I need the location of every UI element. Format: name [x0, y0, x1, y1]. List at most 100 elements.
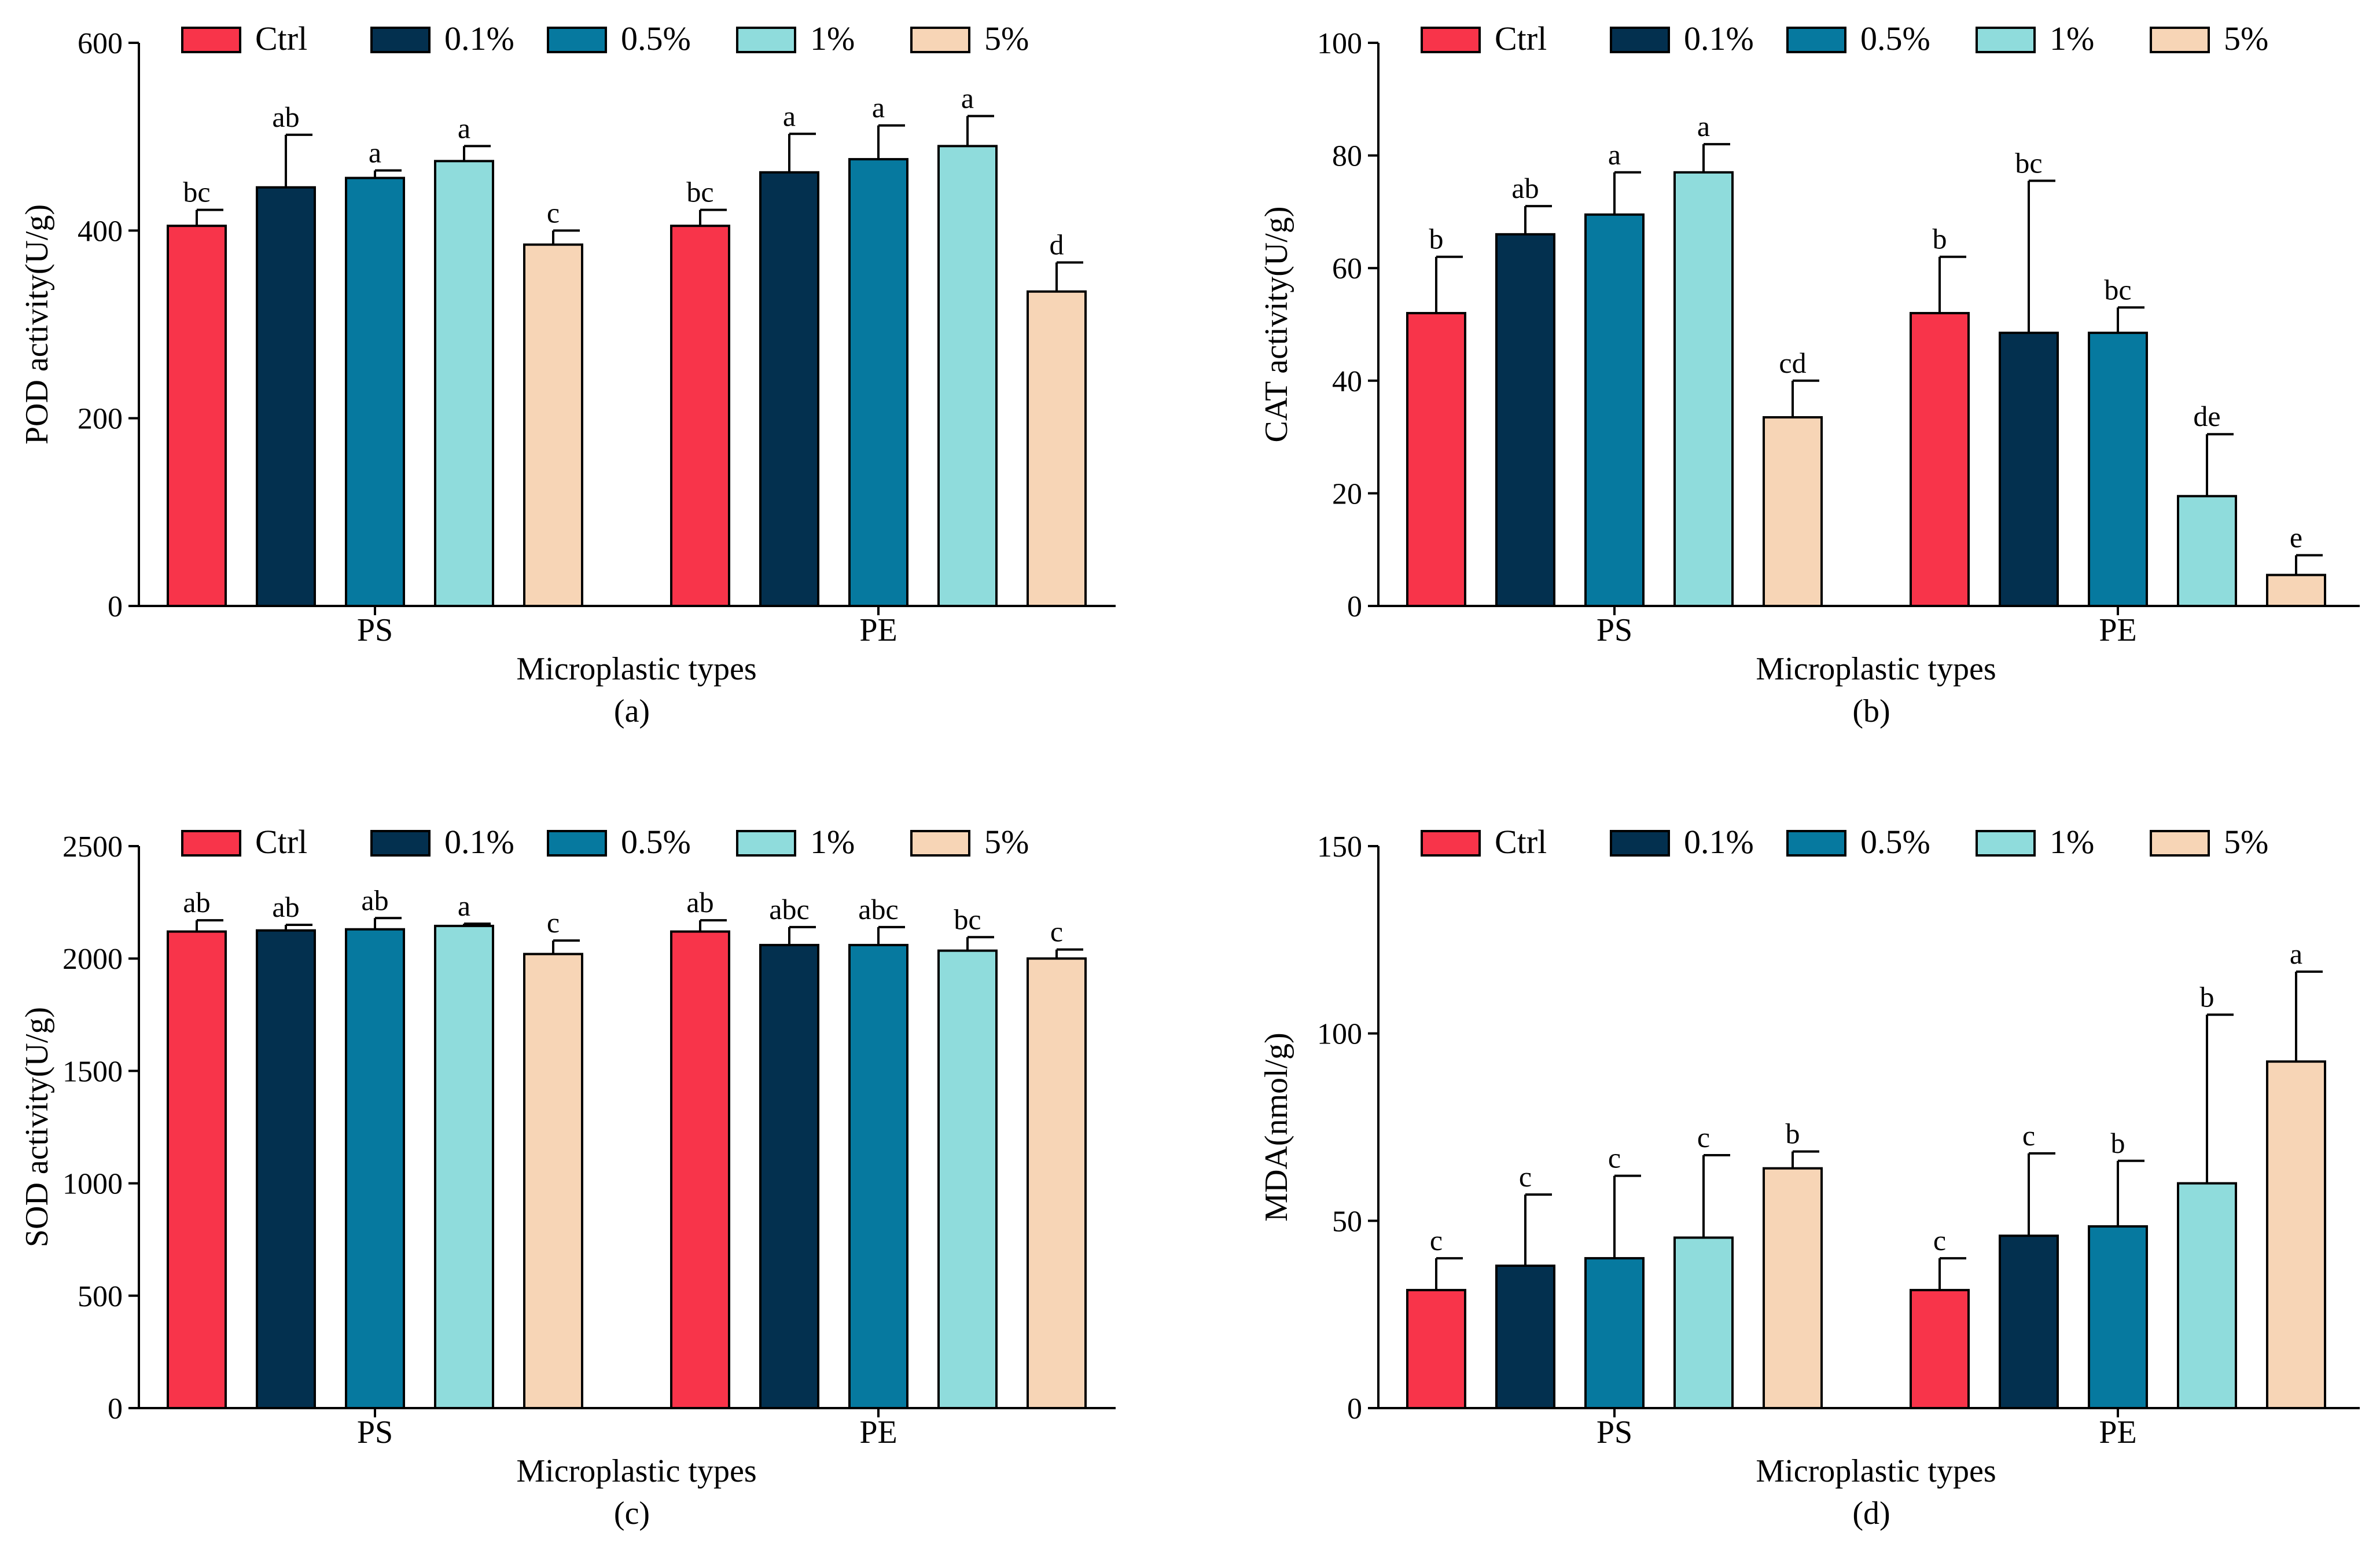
- legend-label: 5%: [2224, 823, 2268, 861]
- y-tick-label: 2500: [62, 831, 123, 863]
- significance-label: ab: [272, 101, 299, 133]
- significance-label: c: [1050, 916, 1063, 948]
- bar: [848, 158, 908, 607]
- x-tick-label: PS: [1597, 612, 1632, 648]
- legend-label: 0.5%: [1860, 823, 1930, 861]
- significance-label: c: [1697, 1121, 1710, 1153]
- bar: [523, 953, 583, 1409]
- bar: [1763, 1167, 1823, 1409]
- legend-label: 0.5%: [621, 823, 691, 861]
- y-tick-label: 50: [1332, 1205, 1362, 1238]
- legend-swatch: [910, 830, 970, 857]
- significance-label: bc: [2104, 273, 2131, 306]
- legend-label: 5%: [984, 823, 1029, 861]
- legend-swatch: [1421, 830, 1481, 857]
- y-tick-label: 40: [1332, 365, 1362, 398]
- bar: [1763, 416, 1823, 607]
- significance-label: a: [1697, 110, 1710, 142]
- bar: [434, 160, 494, 607]
- significance-label: ab: [686, 886, 713, 918]
- legend-label: Ctrl: [1495, 823, 1547, 861]
- legend-swatch: [2150, 27, 2210, 53]
- legend-swatch: [1610, 27, 1670, 53]
- significance-label: a: [369, 137, 381, 169]
- y-axis-title: SOD activity(U/g): [19, 1007, 55, 1247]
- bar: [256, 929, 316, 1409]
- legend: Ctrl 0.1% 0.5% 1% 5%: [181, 20, 1029, 57]
- legend-swatch: [2150, 830, 2210, 857]
- bar: [2177, 1182, 2237, 1409]
- bar: [345, 177, 405, 607]
- panel-caption: (b): [1852, 693, 1890, 729]
- y-tick-label: 20: [1332, 477, 1362, 510]
- y-axis-title: MDA(nmol/g): [1259, 1032, 1294, 1222]
- legend-label: 0.1%: [1684, 20, 1754, 57]
- significance-label: ab: [272, 891, 299, 923]
- legend-label: Ctrl: [255, 823, 307, 861]
- significance-label: abc: [769, 893, 809, 925]
- bar: [1406, 312, 1466, 607]
- significance-label: b: [2111, 1127, 2125, 1159]
- y-tick-label: 150: [1317, 831, 1362, 863]
- panel-caption: (a): [614, 693, 650, 729]
- legend-swatch: [736, 830, 796, 857]
- y-tick-label: 100: [1317, 27, 1362, 60]
- bar: [1999, 1234, 2059, 1409]
- legend-label: 1%: [810, 20, 855, 57]
- significance-label: de: [2193, 400, 2220, 432]
- bar: [167, 930, 227, 1410]
- y-tick-label: 600: [78, 27, 123, 60]
- y-axis-title: CAT activity(U/g): [1259, 206, 1294, 442]
- bar: [256, 186, 316, 607]
- x-axis-title: Microplastic types: [516, 1453, 756, 1489]
- legend-swatch: [370, 830, 431, 857]
- significance-label: b: [1429, 223, 1444, 255]
- panel-caption: (d): [1852, 1495, 1890, 1531]
- bar: [2177, 495, 2237, 608]
- significance-label: e: [2290, 521, 2302, 553]
- bar: [670, 225, 730, 608]
- y-tick-label: 2000: [62, 943, 123, 976]
- y-tick-label: 400: [78, 215, 123, 248]
- significance-label: d: [1050, 228, 1064, 260]
- legend-swatch: [547, 830, 607, 857]
- y-tick-label: 100: [1317, 1018, 1362, 1051]
- x-tick-label: PE: [859, 1414, 897, 1450]
- significance-label: b: [1933, 223, 1947, 255]
- significance-label: ab: [1511, 172, 1539, 204]
- legend-label: 5%: [2224, 20, 2268, 57]
- bar: [2266, 1060, 2326, 1409]
- significance-label: cd: [1779, 347, 1806, 379]
- legend-swatch: [910, 27, 970, 53]
- legend-swatch: [1786, 27, 1846, 53]
- significance-label: a: [1608, 138, 1621, 171]
- legend-label: 1%: [810, 823, 855, 861]
- bar: [937, 949, 998, 1409]
- bar: [523, 243, 583, 607]
- legend-swatch: [547, 27, 607, 53]
- significance-label: b: [1786, 1118, 1800, 1150]
- y-axis-title: POD activity(U/g): [19, 204, 55, 444]
- legend-label: 0.1%: [444, 20, 514, 57]
- bar: [1673, 1236, 1734, 1410]
- chart-panel-1: 0 200 400 600 POD activity(U/g) bc ab a a c PS bc a a…: [19, 20, 1116, 729]
- x-tick-label: PS: [1597, 1414, 1632, 1450]
- y-tick-label: 0: [1347, 590, 1362, 623]
- significance-label: c: [1608, 1142, 1621, 1174]
- significance-label: c: [1519, 1160, 1532, 1193]
- legend-label: 1%: [2050, 823, 2094, 861]
- bar: [1584, 213, 1645, 607]
- significance-label: a: [961, 82, 974, 114]
- x-tick-label: PE: [2099, 612, 2136, 648]
- significance-label: b: [2200, 980, 2215, 1013]
- legend-label: Ctrl: [255, 20, 307, 57]
- y-tick-label: 1500: [62, 1055, 123, 1088]
- significance-label: a: [458, 890, 470, 922]
- legend-swatch: [1610, 830, 1670, 857]
- panel-caption: (c): [614, 1495, 650, 1531]
- significance-label: ab: [183, 886, 210, 918]
- significance-label: a: [783, 100, 796, 132]
- x-axis-title: Microplastic types: [516, 651, 756, 687]
- legend-swatch: [1786, 830, 1846, 857]
